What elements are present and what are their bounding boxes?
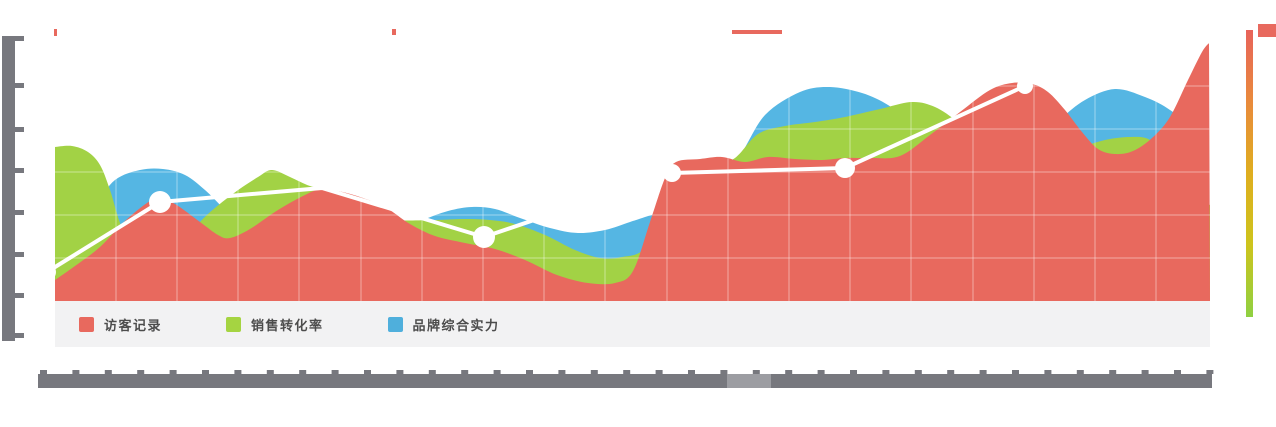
- legend-swatch: [226, 316, 242, 332]
- y-axis: [2, 36, 24, 341]
- legend-label: 销售转化率: [251, 318, 324, 334]
- trend-marker[interactable]: [38, 263, 56, 281]
- x-axis-scrollbar[interactable]: [38, 370, 1214, 388]
- red-mark: [732, 30, 782, 34]
- trend-marker[interactable]: [473, 226, 495, 248]
- red-mark: [392, 29, 396, 35]
- legend-item-brand[interactable]: 品牌综合实力: [387, 315, 500, 334]
- series-area[interactable]: [55, 43, 1210, 301]
- trend-marker[interactable]: [663, 164, 681, 182]
- legend-swatch: [79, 316, 94, 332]
- trend-marker[interactable]: [835, 158, 855, 178]
- corner-red-swatch: [1258, 24, 1276, 37]
- legend-swatch: [387, 316, 403, 332]
- legend-label: 访客记录: [104, 318, 163, 334]
- legend-label: 品牌综合实力: [412, 318, 500, 334]
- gradient-scale-bar: [1246, 30, 1253, 317]
- scrollbar-thumb[interactable]: [727, 374, 771, 388]
- chart-legend: 访客记录 销售转化率 品牌综合实力: [55, 301, 1210, 347]
- red-mark: [54, 29, 57, 36]
- trend-marker[interactable]: [1017, 78, 1033, 94]
- trend-marker[interactable]: [149, 191, 171, 213]
- legend-item-visitors[interactable]: 访客记录: [79, 315, 162, 334]
- legend-item-conversion[interactable]: 销售转化率: [226, 315, 324, 334]
